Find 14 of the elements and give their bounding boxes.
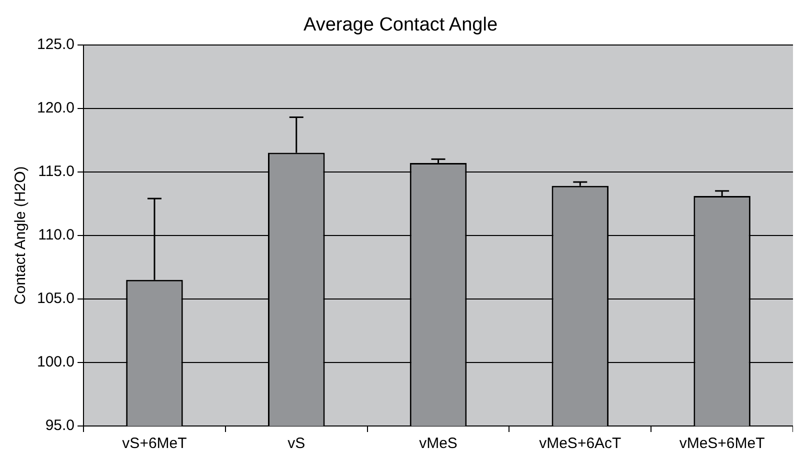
- y-tick-label: 105.0: [36, 290, 75, 308]
- x-tick-label: vS+6MeT: [122, 435, 187, 452]
- y-tick-label: 110.0: [38, 226, 75, 244]
- chart-title: Average Contact Angle: [303, 14, 498, 36]
- y-axis-title: Contact Angle (H2O): [12, 166, 30, 305]
- x-tick-label: vMeS+6MeT: [679, 435, 765, 452]
- y-tick-label: 100.0: [36, 354, 75, 371]
- x-tick-label: vMeS: [419, 435, 458, 452]
- y-tick-label: 120.0: [36, 99, 75, 116]
- y-tick-label: 115.0: [38, 163, 75, 180]
- y-tick-label: 125.0: [36, 36, 75, 53]
- y-tick-label: 95.0: [45, 417, 75, 434]
- x-tick-label: vS: [288, 435, 306, 452]
- x-tick-label: vMeS+6AcT: [539, 435, 622, 452]
